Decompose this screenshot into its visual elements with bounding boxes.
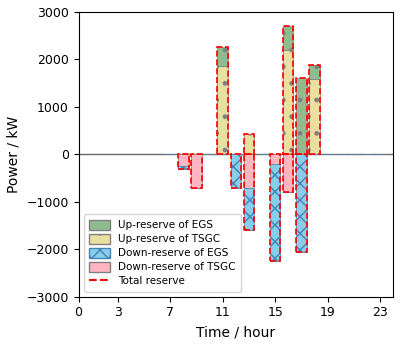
Bar (244, 154, 254, 188)
Bar (244, 188, 254, 230)
Bar (244, 154, 254, 230)
Bar (244, 135, 254, 154)
Bar (270, 154, 280, 164)
Bar (309, 79, 320, 154)
Bar (178, 154, 189, 169)
Bar (309, 65, 320, 154)
Bar (218, 47, 228, 66)
Bar (296, 154, 306, 252)
Bar (218, 47, 228, 154)
Bar (178, 166, 189, 169)
Bar (283, 154, 294, 192)
Bar (218, 66, 228, 154)
Bar (296, 79, 306, 154)
Bar (178, 154, 189, 166)
Bar (283, 26, 294, 50)
Bar (191, 154, 202, 188)
Bar (296, 154, 306, 252)
X-axis label: Time / hour: Time / hour (196, 325, 275, 339)
Bar (191, 154, 202, 188)
Bar (230, 154, 241, 188)
Bar (283, 26, 294, 154)
Legend: Up-reserve of EGS, Up-reserve of TSGC, Down-reserve of EGS, Down-reserve of TSGC: Up-reserve of EGS, Up-reserve of TSGC, D… (84, 215, 241, 292)
Bar (309, 65, 320, 79)
Bar (244, 135, 254, 154)
Bar (296, 79, 306, 154)
Bar (230, 154, 241, 188)
Bar (270, 164, 280, 261)
Bar (283, 50, 294, 154)
Y-axis label: Power / kW: Power / kW (7, 116, 21, 193)
Bar (270, 154, 280, 261)
Bar (283, 154, 294, 192)
